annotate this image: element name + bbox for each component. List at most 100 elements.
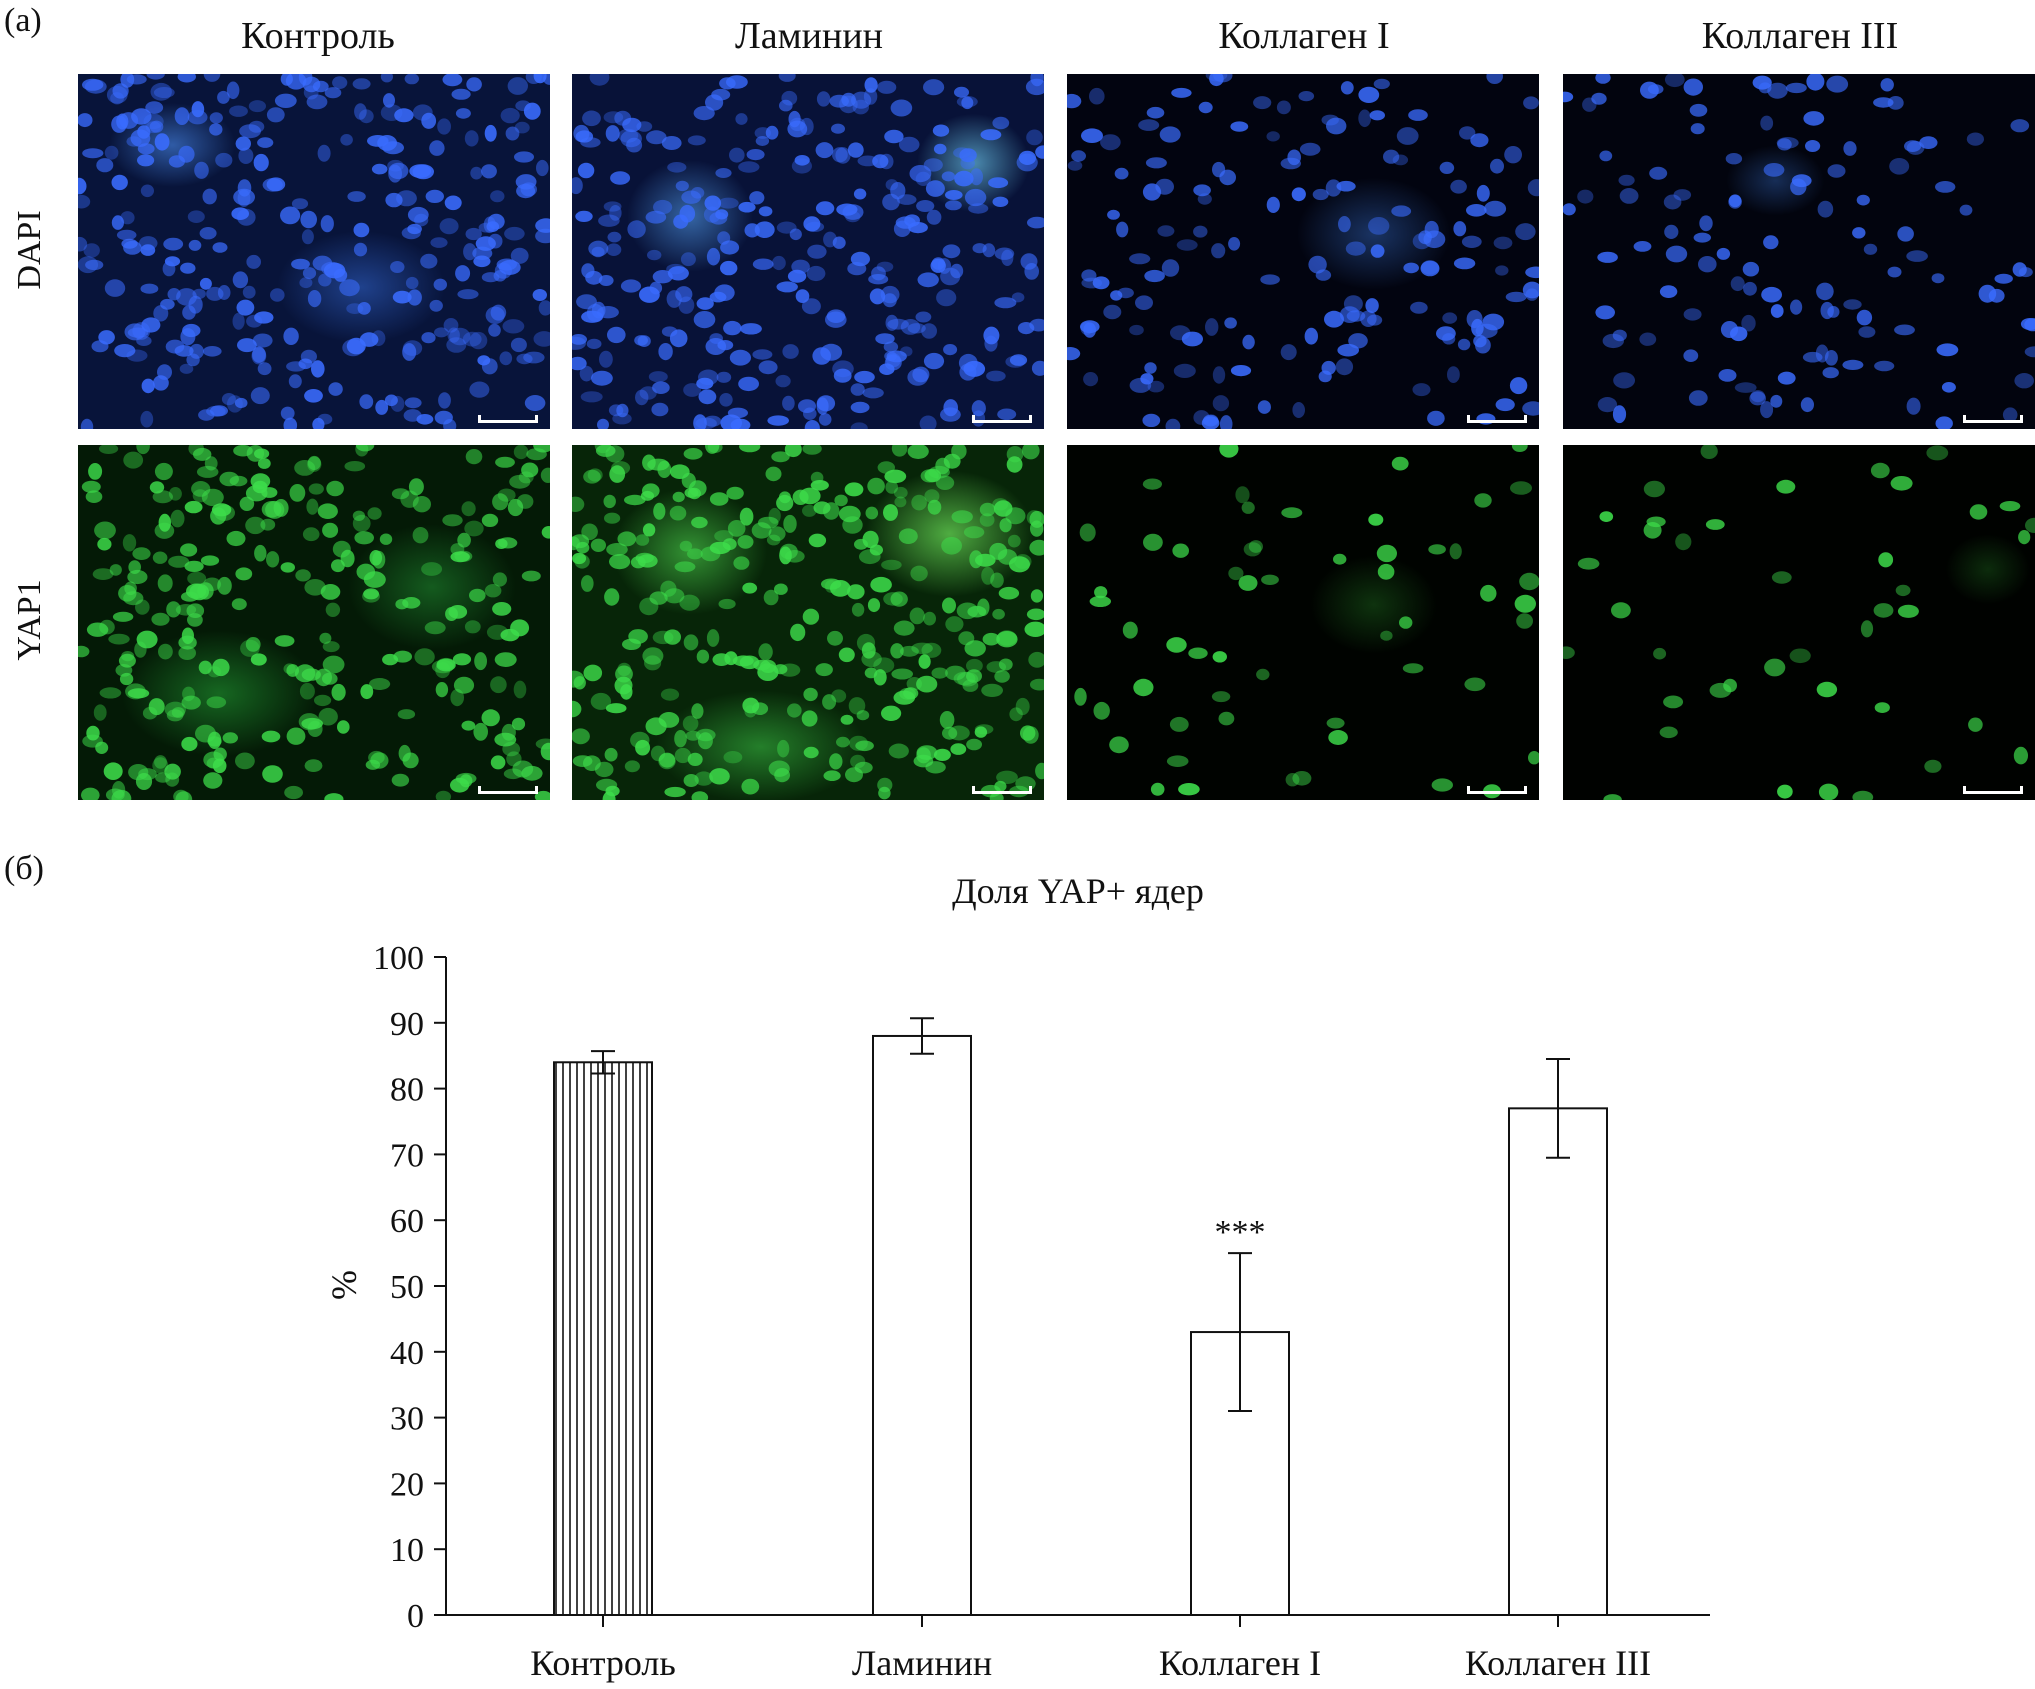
nucleus	[1528, 751, 1539, 765]
nucleus	[212, 658, 230, 677]
nucleus	[883, 341, 899, 353]
nucleus	[735, 113, 748, 125]
nucleus	[235, 136, 251, 151]
nucleus	[660, 580, 677, 597]
nucleus	[1741, 314, 1756, 332]
nucleus	[1790, 299, 1803, 315]
nucleus	[2020, 318, 2035, 330]
nucleus	[481, 164, 497, 179]
nucleus	[1791, 174, 1812, 188]
nucleus	[923, 352, 945, 370]
nucleus	[994, 297, 1017, 309]
nucleus	[111, 215, 124, 230]
nucleus	[461, 720, 476, 731]
nucleus	[873, 657, 895, 674]
nucleus	[392, 290, 412, 304]
nucleus	[850, 422, 868, 429]
nucleus	[916, 200, 935, 212]
nucleus	[149, 481, 165, 494]
nucleus	[829, 753, 843, 770]
nucleus	[212, 758, 227, 774]
nucleus	[679, 594, 700, 611]
nucleus	[1324, 310, 1344, 328]
nucleus	[996, 770, 1018, 784]
nucleus	[794, 155, 810, 166]
nucleus	[434, 410, 453, 425]
nucleus	[992, 116, 1010, 130]
scale-bar	[478, 786, 538, 794]
nucleus	[589, 74, 610, 86]
y-tick-label: 30	[390, 1401, 424, 1438]
nucleus	[799, 117, 814, 136]
nucleus	[1618, 174, 1635, 186]
nucleus	[1142, 413, 1161, 427]
nucleus	[300, 349, 317, 364]
nucleus	[683, 634, 699, 651]
nucleus	[774, 583, 788, 595]
nucleus	[755, 136, 770, 146]
nucleus	[407, 223, 422, 235]
nucleus	[1525, 266, 1539, 279]
nucleus	[357, 302, 371, 315]
nucleus	[149, 120, 164, 133]
nucleus	[245, 637, 261, 652]
nucleus	[642, 523, 656, 537]
nucleus	[990, 572, 1004, 588]
nucleus	[240, 639, 260, 657]
nucleus	[795, 289, 810, 303]
y-tick-label: 10	[390, 1532, 424, 1569]
nucleus	[877, 461, 895, 474]
nucleus	[470, 166, 483, 180]
nucleus	[716, 371, 732, 383]
nucleus	[738, 201, 756, 213]
nucleus	[261, 487, 278, 498]
nucleus	[438, 392, 451, 409]
nucleus	[380, 74, 393, 83]
nucleus	[909, 607, 925, 625]
nucleus	[199, 277, 212, 290]
nucleus	[718, 598, 736, 610]
nucleus	[424, 621, 446, 635]
nucleus	[911, 642, 933, 654]
nucleus	[306, 94, 328, 110]
nucleus	[850, 251, 870, 267]
nucleus	[78, 177, 87, 195]
nucleus	[206, 696, 227, 709]
nucleus	[960, 157, 975, 170]
scale-bar	[1467, 786, 1527, 794]
nucleus	[669, 505, 687, 521]
nucleus	[1464, 677, 1486, 692]
nucleus	[1014, 554, 1032, 569]
nucleus	[1718, 369, 1737, 382]
nucleus	[1663, 194, 1682, 210]
nucleus	[996, 631, 1018, 648]
nucleus	[1874, 360, 1895, 372]
nucleus	[500, 107, 520, 124]
nucleus	[609, 465, 626, 483]
nucleus	[196, 465, 219, 478]
nucleus	[1613, 372, 1635, 389]
nucleus	[775, 374, 791, 388]
nucleus	[359, 394, 374, 410]
nucleus	[179, 363, 194, 374]
nucleus	[1639, 332, 1657, 346]
nucleus	[404, 74, 419, 85]
nucleus	[779, 663, 801, 677]
nucleus	[604, 747, 618, 762]
nucleus	[284, 785, 303, 800]
nucleus	[1591, 92, 1607, 105]
nucleus	[1166, 637, 1187, 653]
nucleus	[1114, 167, 1129, 180]
nucleus	[674, 730, 687, 748]
nucleus	[1806, 74, 1825, 91]
nucleus	[574, 554, 590, 569]
nucleus	[1143, 533, 1163, 551]
nucleus	[575, 210, 593, 222]
nucleus	[833, 368, 852, 383]
nucleus	[235, 567, 253, 581]
nucleus	[1292, 402, 1305, 418]
nucleus	[1999, 501, 2021, 512]
nucleus	[1777, 371, 1796, 385]
nucleus	[746, 149, 765, 161]
nucleus	[492, 602, 512, 616]
